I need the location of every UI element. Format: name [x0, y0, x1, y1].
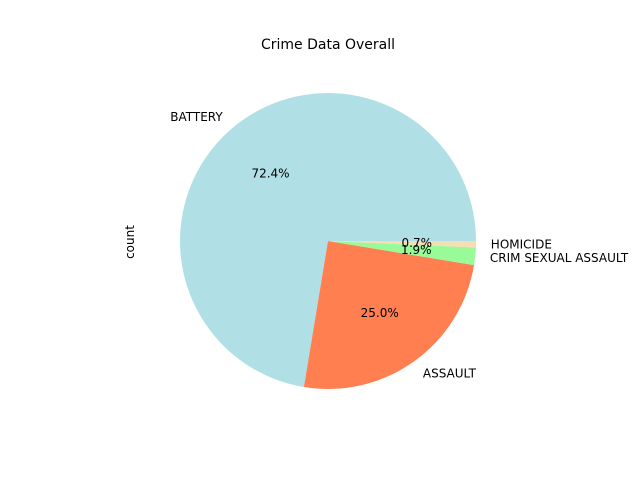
slice-label-homicide: HOMICIDE	[491, 238, 552, 252]
slice-percent-crim-sexual-assault: 1.9%	[401, 243, 432, 257]
slice-percent-assault: 25.0%	[361, 306, 399, 320]
pie-slice-homicide	[328, 241, 476, 248]
slice-label-crim-sexual-assault: CRIM SEXUAL ASSAULT	[490, 251, 629, 265]
chart-title: Crime Data Overall	[261, 37, 395, 53]
y-axis-label: count	[123, 225, 137, 259]
slice-label-battery: BATTERY	[170, 110, 223, 124]
slice-percent-battery: 72.4%	[251, 166, 289, 180]
pie-slices	[180, 93, 476, 390]
pie-labels: BATTERY 72.4% ASSAULT 25.0% CRIM SEXUAL ASSA…	[170, 110, 629, 380]
pie-slice-crim-sexual-assault	[328, 241, 476, 266]
slice-percent-homicide: 0.7%	[402, 236, 433, 250]
pie-slice-assault	[303, 241, 475, 390]
slice-label-assault: ASSAULT	[423, 366, 477, 380]
pie-slice-battery	[180, 93, 476, 388]
